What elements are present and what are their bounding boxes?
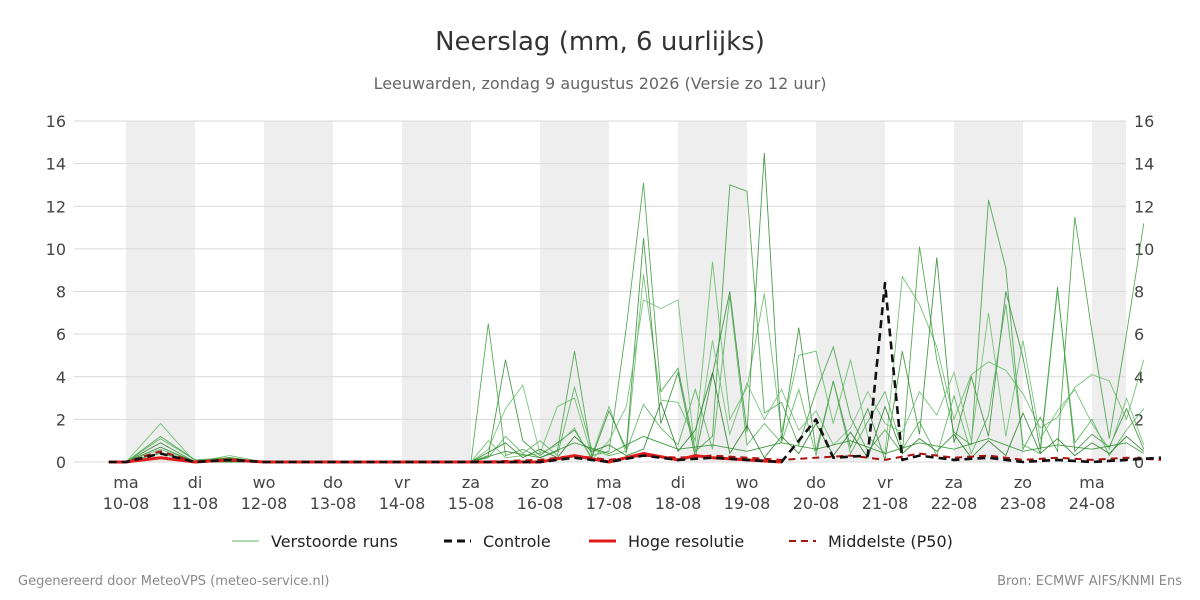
y-tick-label: 16 [1134, 112, 1154, 131]
legend-label: Controle [483, 532, 551, 551]
x-tick-day: ma [1079, 473, 1104, 492]
y-tick-label: 4 [56, 368, 66, 387]
x-tick-date: 12-08 [241, 494, 288, 513]
x-tick-day: wo [253, 473, 276, 492]
y-tick-label: 8 [1134, 283, 1144, 302]
footer-source: Bron: ECMWF AIFS/KNMI Ens [997, 574, 1182, 589]
x-tick-date: 24-08 [1069, 494, 1116, 513]
y-tick-label: 0 [1134, 453, 1144, 472]
y-tick-label: 12 [46, 197, 66, 216]
x-tick-day: do [323, 473, 343, 492]
x-tick-day: zo [1014, 473, 1032, 492]
legend-label: Verstoorde runs [271, 532, 398, 551]
x-tick-date: 20-08 [793, 494, 840, 513]
y-tick-label: 14 [46, 155, 66, 174]
x-tick-day: vr [394, 473, 410, 492]
y-tick-label: 10 [1134, 240, 1154, 259]
x-tick-day: di [188, 473, 203, 492]
series-line-controle [108, 281, 1162, 464]
main-series [108, 281, 1162, 464]
ensemble-run-line [108, 372, 1145, 463]
x-tick-date: 19-08 [724, 494, 771, 513]
x-tick-date: 23-08 [1000, 494, 1047, 513]
y-tick-label: 12 [1134, 197, 1154, 216]
legend-label: Middelste (P50) [828, 532, 953, 551]
x-tick-date: 22-08 [931, 494, 978, 513]
x-tick-day: za [462, 473, 480, 492]
x-tick-date: 13-08 [310, 494, 357, 513]
x-tick-day: di [671, 473, 686, 492]
x-tick-day: ma [596, 473, 621, 492]
x-tick-date: 16-08 [517, 494, 564, 513]
footer-generated: Gegenereerd door MeteoVPS (meteo-service… [18, 574, 329, 589]
x-tick-date: 11-08 [172, 494, 219, 513]
y-tick-label: 14 [1134, 155, 1154, 174]
x-tick-day: vr [877, 473, 893, 492]
ensemble-run-line [108, 152, 1145, 463]
y-tick-label: 2 [1134, 410, 1144, 429]
chart-title: Neerslag (mm, 6 uurlijks) [435, 27, 765, 57]
x-tick-day: ma [113, 473, 138, 492]
x-tick-day: wo [736, 473, 759, 492]
x-tick-day: za [945, 473, 963, 492]
y-tick-label: 0 [56, 453, 66, 472]
y-tick-label: 8 [56, 283, 66, 302]
legend-label: Hoge resolutie [628, 532, 744, 551]
x-tick-day: zo [531, 473, 549, 492]
y-tick-label: 10 [46, 240, 66, 259]
y-tick-label: 6 [1134, 325, 1144, 344]
x-tick-date: 14-08 [379, 494, 426, 513]
y-tick-label: 6 [56, 325, 66, 344]
ensemble-run-line [108, 289, 1145, 463]
x-tick-date: 17-08 [586, 494, 633, 513]
ensemble-run-line [108, 299, 1145, 463]
x-tick-date: 15-08 [448, 494, 495, 513]
legend: Verstoorde runs Controle Hoge resolutie Mid… [232, 532, 953, 551]
y-tick-label: 2 [56, 410, 66, 429]
x-tick-date: 10-08 [103, 494, 150, 513]
x-tick-date: 21-08 [862, 494, 909, 513]
y-tick-label: 16 [46, 112, 66, 131]
chart-subtitle: Leeuwarden, zondag 9 augustus 2026 (Vers… [374, 74, 827, 93]
ensemble-run-line [108, 182, 1145, 463]
x-tick-date: 18-08 [655, 494, 702, 513]
x-axis: ma 10-08 di 11-08 wo 12-08 do 13-08 vr 14-08 za 15-… [103, 473, 1116, 513]
x-tick-day: do [806, 473, 826, 492]
y-axis-left: 0 2 4 6 8 10 12 14 16 [46, 112, 66, 472]
